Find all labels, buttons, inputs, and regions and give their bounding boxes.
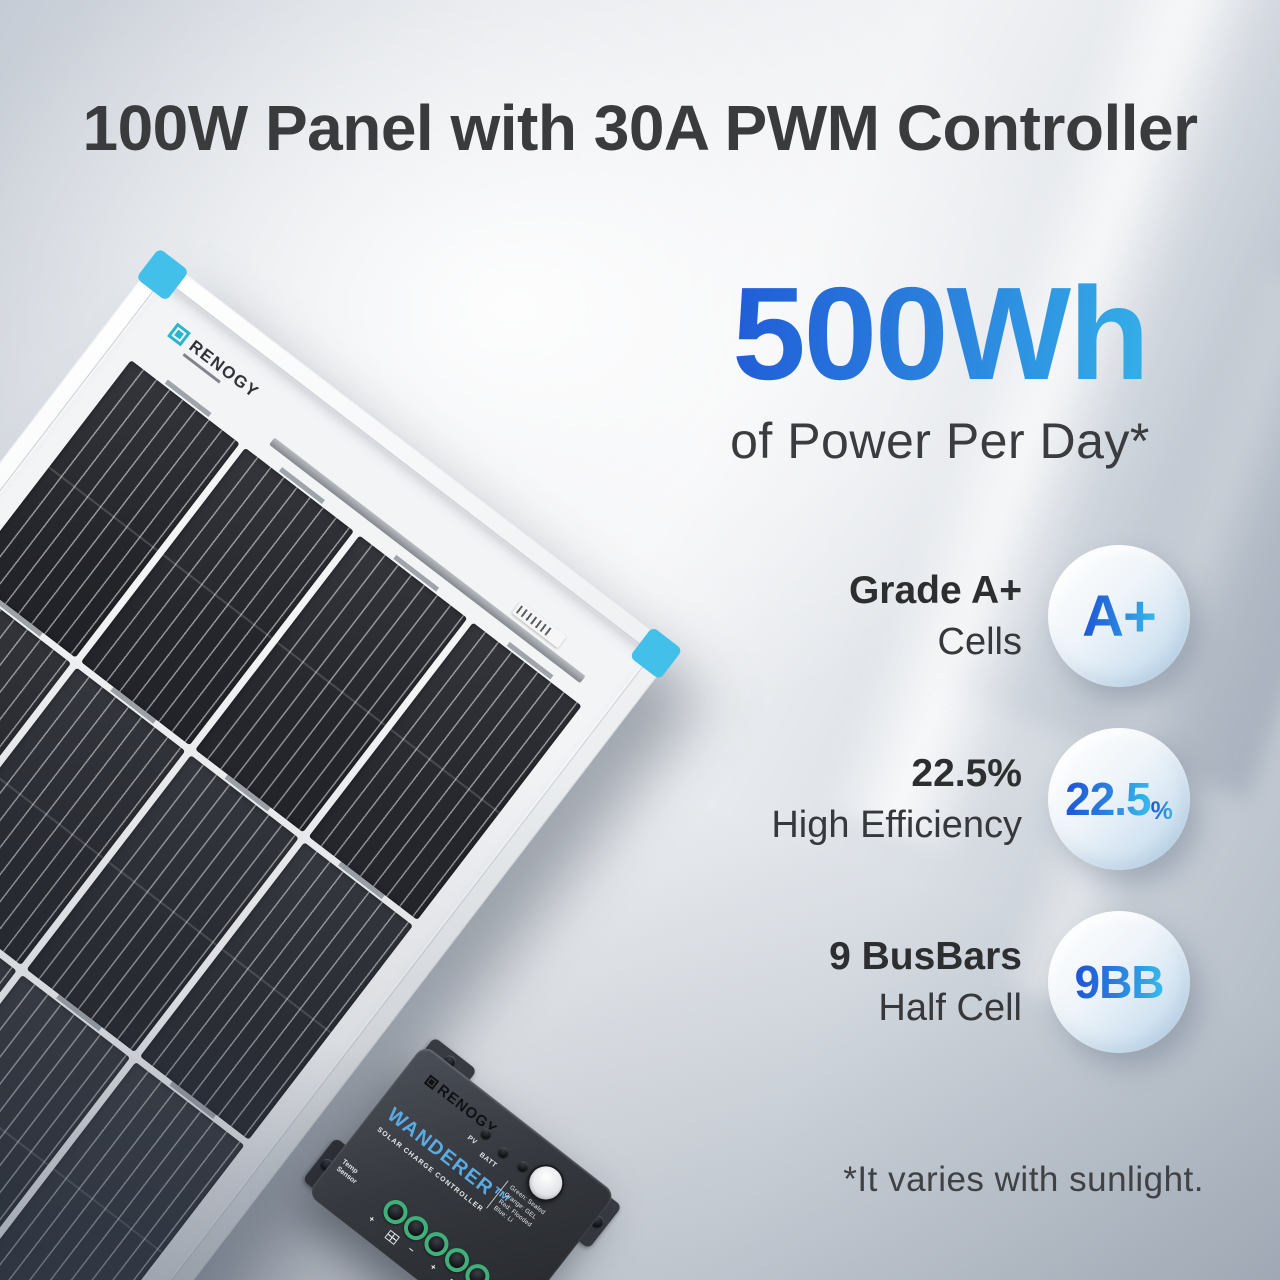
pv-led-label: PV	[465, 1134, 479, 1147]
pv-icon	[384, 1229, 400, 1246]
feature-sublabel: Half Cell	[878, 986, 1022, 1029]
feature-text: 9 BusBars Half Cell	[829, 931, 1022, 1033]
polarity-mark: −	[406, 1244, 417, 1256]
badge-suffix: %	[1150, 796, 1173, 825]
feature-row: 9 BusBars Half Cell 9BB	[771, 911, 1190, 1053]
badge-text: 22.5	[1065, 773, 1152, 825]
feature-sublabel: High Efficiency	[771, 803, 1022, 846]
page-title: 100W Panel with 30A PWM Controller	[82, 92, 1198, 164]
batt-led-label: BATT	[477, 1151, 498, 1170]
badge-text: A+	[1082, 583, 1157, 649]
feature-text: Grade A+ Cells	[849, 565, 1022, 667]
hero-stat: 500Wh of Power Per Day*	[660, 268, 1220, 470]
polarity-mark: +	[366, 1213, 377, 1225]
feature-badge: 9BB	[1048, 911, 1190, 1053]
footnote: *It varies with sunlight.	[843, 1160, 1204, 1199]
polarity-mark: +	[428, 1261, 439, 1273]
badge-text: 9BB	[1074, 956, 1164, 1008]
feature-label: 22.5%	[911, 752, 1022, 796]
feature-label: Grade A+	[848, 569, 1022, 613]
renogy-logo-icon	[423, 1074, 440, 1090]
batt-led	[495, 1144, 512, 1161]
hero-value: 500Wh	[660, 268, 1220, 400]
feature-sublabel: Cells	[937, 620, 1022, 663]
feature-label: 9 BusBars	[829, 935, 1022, 979]
feature-badge: 22.5%	[1048, 728, 1190, 870]
feature-badge: A+	[1048, 545, 1190, 687]
feature-row: 22.5% High Efficiency 22.5%	[771, 728, 1190, 870]
feature-text: 22.5% High Efficiency	[771, 748, 1022, 850]
hero-caption: of Power Per Day*	[730, 413, 1150, 469]
feature-row: Grade A+ Cells A+	[771, 545, 1190, 687]
feature-list: Grade A+ Cells A+ 22.5% High Efficiency …	[771, 545, 1190, 1053]
mode-led	[515, 1158, 531, 1175]
temp-sensor-label: Temp Sensor	[334, 1158, 360, 1186]
